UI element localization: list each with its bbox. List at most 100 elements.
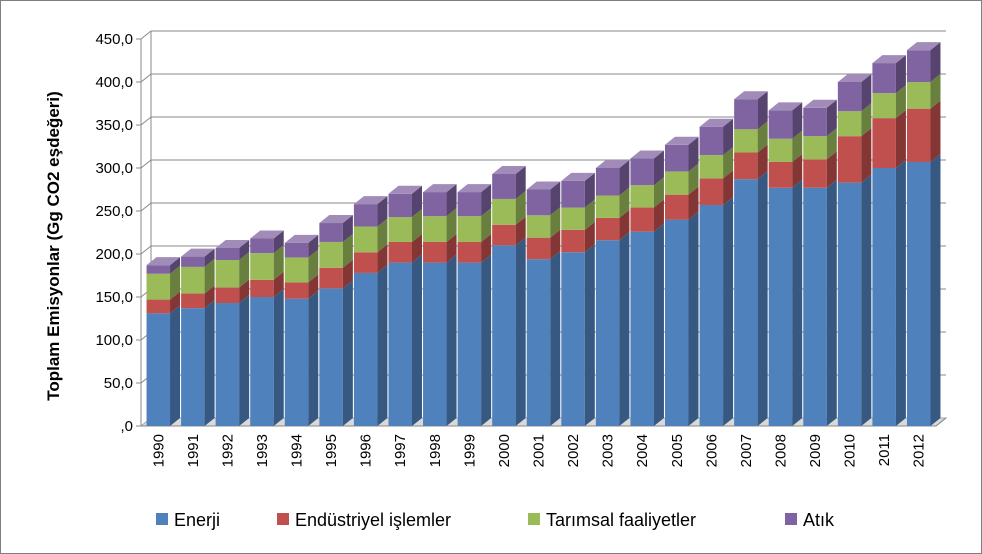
bar-front (284, 242, 309, 258)
bar-top (215, 239, 250, 248)
legend-swatch (785, 513, 797, 525)
bar-side (239, 279, 250, 304)
bar-side (170, 257, 181, 274)
bar-side (688, 186, 699, 220)
bar-segment (284, 249, 319, 283)
bar-side (757, 91, 768, 130)
bar-segment (837, 128, 872, 183)
bar-side (273, 289, 284, 426)
bar-segment (906, 74, 941, 109)
y-axis-label: Toplam Emisyonlar (Gg CO2 eşdeğeri) (44, 91, 63, 401)
bar-segment (353, 244, 388, 273)
bar-segment (906, 100, 941, 162)
bar-side (411, 209, 422, 242)
legend-item: Atık (785, 510, 835, 530)
bar-side (861, 103, 872, 137)
bar-front (457, 192, 482, 217)
bar-side (515, 237, 526, 426)
bar-segment (423, 254, 457, 426)
bar-segment (388, 233, 422, 263)
bar-side (723, 118, 734, 156)
x-tick-label: 1999 (461, 434, 478, 467)
bar-side (446, 208, 457, 242)
bar-front (319, 267, 343, 289)
bar-top (250, 230, 284, 239)
bar-side (757, 144, 768, 180)
bar-front (906, 108, 931, 162)
bar-segment (734, 144, 768, 180)
bar-side (273, 230, 284, 254)
bar-front (803, 187, 827, 426)
bar-side (930, 42, 941, 82)
bar-segment (595, 187, 630, 218)
bar-front (630, 231, 654, 426)
bar-segment (526, 207, 561, 238)
bar-front (423, 192, 447, 217)
bar-top (665, 136, 699, 145)
bar-front (768, 138, 793, 162)
bar-front (492, 224, 516, 246)
bar-segment (837, 74, 872, 112)
legend-swatch (156, 513, 168, 525)
bar-side (446, 254, 457, 426)
bar-top (353, 196, 388, 205)
bar-front (837, 111, 862, 137)
y-tick-label: 50,0 (104, 375, 133, 392)
bar-segment (388, 254, 422, 426)
bar-side (342, 259, 353, 289)
bar-front (457, 241, 482, 263)
x-tick-label: 1995 (323, 434, 340, 467)
bar-segment (457, 184, 492, 217)
bar-segment (665, 186, 699, 220)
bar-side (377, 196, 388, 227)
bar-front (665, 219, 689, 426)
bar-front (665, 171, 689, 195)
bar-segment (803, 128, 837, 160)
bar-front (768, 187, 793, 426)
legend-swatch (528, 513, 540, 525)
bar-front (872, 168, 896, 426)
bar-front (734, 99, 758, 130)
x-tick-label: 1993 (254, 434, 271, 467)
bar-front (284, 282, 309, 299)
bar-segment (319, 280, 353, 426)
bar-segment (699, 170, 734, 205)
bar-side (792, 153, 803, 188)
bar-side (619, 209, 630, 241)
legend-item: Enerji (156, 510, 220, 530)
bar-segment (284, 234, 319, 258)
y-tick-label: 100,0 (95, 332, 133, 349)
bar-segment (250, 271, 284, 297)
bar-segment (630, 199, 664, 232)
bar-front (630, 185, 654, 208)
x-tick-label: 2009 (807, 434, 824, 467)
bar-segment (284, 274, 319, 299)
bar-segment (630, 177, 664, 208)
gridline-side (140, 202, 152, 212)
bar-side (653, 177, 664, 208)
bar-side (481, 208, 492, 242)
bar-side (377, 264, 388, 426)
bar-side (515, 216, 526, 246)
bar-side (584, 221, 595, 253)
bar-side (170, 291, 181, 314)
bar-front (561, 180, 585, 208)
bar-segment (250, 245, 284, 280)
bar-segment (595, 209, 630, 241)
bar-segment (215, 252, 250, 288)
y-tick-label: 200,0 (95, 246, 133, 263)
bar-side (550, 181, 561, 216)
bar-front (146, 299, 171, 314)
bar-segment (872, 55, 906, 94)
bars-layer (146, 42, 941, 427)
legend-label: Enerji (174, 510, 220, 530)
bar-front (181, 308, 205, 426)
bar-front (837, 82, 862, 112)
bar-segment (146, 265, 181, 300)
legend-label: Atık (803, 510, 835, 530)
bar-side (411, 233, 422, 263)
x-tick-label: 2010 (842, 434, 859, 467)
bar-side (411, 185, 422, 218)
bar-segment (319, 215, 353, 242)
